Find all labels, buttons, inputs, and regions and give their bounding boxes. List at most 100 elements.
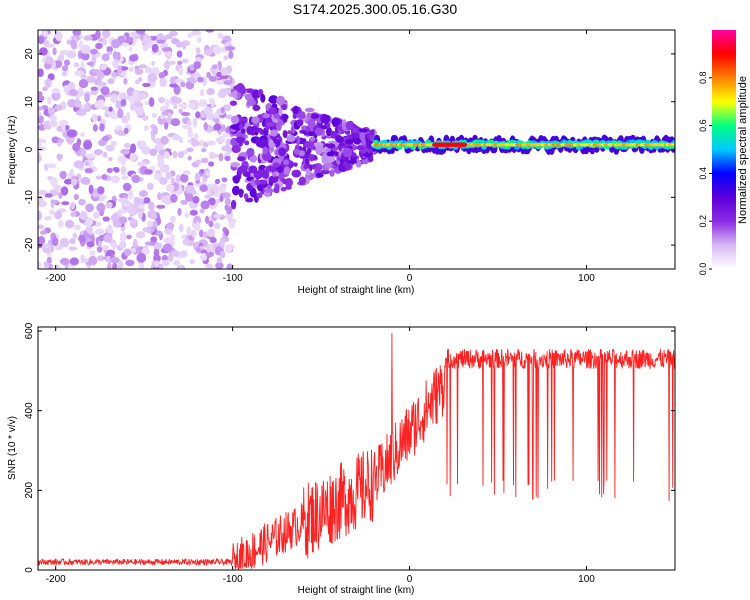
heatmap-blob-560	[149, 148, 158, 156]
heatmap-blob-1373	[246, 147, 255, 158]
heatmap-blob-765	[72, 232, 78, 239]
heatmap-blob-1032	[302, 146, 307, 152]
heatmap-blob-1387	[235, 136, 245, 144]
heatmap-blob-832	[218, 153, 224, 162]
heatmap-blob-52	[184, 212, 190, 218]
heatmap-blob-572	[51, 88, 61, 94]
snr-ytick-label-1: 200	[24, 482, 35, 499]
heatmap-blob-1374	[324, 162, 333, 169]
heatmap-blob-54	[157, 49, 162, 56]
heatmap-blob-1177	[268, 175, 279, 183]
heatmap-blob-40	[147, 182, 154, 191]
heatmap-blob-1207	[262, 112, 271, 119]
heatmap-blob-715	[74, 98, 81, 108]
heatmap-blob-735	[219, 250, 226, 259]
heatmap-blob-659	[126, 36, 134, 43]
heatmap-blob-680	[118, 216, 128, 224]
heatmap-blob-631	[191, 229, 197, 238]
heatmap-blob-376	[175, 174, 181, 183]
heatmap-blob-464	[86, 241, 95, 248]
heatmap-blob-41	[95, 42, 103, 50]
heatmap-blob-1135	[280, 187, 287, 192]
heatmap-blob-105	[38, 189, 48, 196]
colorbar	[712, 30, 736, 269]
snr-ytick-label-2: 400	[24, 402, 35, 419]
heatmap-blob-214	[79, 210, 88, 221]
heatmap-blob-1204	[331, 117, 341, 127]
heatmap-blob-1302	[267, 184, 272, 190]
heatmap-blob-786	[222, 192, 231, 199]
heatmap-blob-304	[207, 186, 211, 197]
heatmap-blob-368	[158, 72, 166, 79]
heatmap-blob-771	[129, 54, 138, 62]
heatmap-blob-827	[130, 143, 137, 154]
heatmap-blob-1329	[309, 136, 316, 142]
heatmap-blob-146	[92, 124, 98, 132]
heatmap-blob-862	[197, 76, 204, 83]
heatmap-blob-1402	[315, 144, 324, 155]
heatmap-blob-738	[42, 244, 51, 248]
heatmap-blob-420	[112, 59, 120, 68]
heatmap-blob-785	[128, 46, 133, 52]
heatmap-blob-354	[94, 221, 102, 227]
heatmap-blob-365	[178, 67, 184, 76]
heatmap-blob-199	[102, 216, 110, 222]
heatmap-blob-151	[57, 153, 62, 162]
heatmap-blob-896	[203, 122, 208, 131]
heatmap-blob-791	[220, 106, 225, 114]
heatmap-blob-788	[211, 64, 218, 70]
heatmap-blob-1419	[246, 126, 254, 135]
heatmap-blob-1405	[345, 163, 352, 170]
heatmap-blob-663	[215, 118, 220, 126]
heatmap-blob-701	[83, 103, 89, 110]
heatmap-blob-425	[38, 210, 43, 221]
heatmap-blob-258	[59, 257, 70, 266]
heatmap-blob-673	[119, 232, 127, 242]
heatmap-blob-1358	[250, 179, 257, 187]
heatmap-blob-868	[177, 60, 183, 65]
heatmap-blob-501	[51, 91, 61, 101]
heatmap-blob-575	[55, 31, 63, 42]
heatmap-blob-697	[69, 169, 74, 177]
heatmap-blob-495	[59, 50, 69, 55]
colorbar-ticks: 0.0 0.2 0.4 0.6 0.8	[698, 72, 712, 275]
heatmap-blob-1370	[248, 165, 258, 174]
heatmap-blob-1274	[258, 179, 268, 185]
heatmap-blob-307	[181, 234, 187, 239]
heatmap-blob-1253	[274, 139, 281, 148]
heatmap-blob-1252	[255, 137, 261, 145]
heatmap-blob-1395	[351, 132, 360, 139]
heatmap-blob-391	[112, 51, 118, 60]
heatmap-blob-410	[223, 80, 233, 86]
heatmap-blob-751	[80, 176, 91, 185]
heatmap-blob-892	[194, 133, 199, 141]
heatmap-blob-175	[69, 238, 76, 245]
heatmap-blob-225	[90, 48, 98, 55]
heatmap-blob-60	[222, 104, 232, 112]
heatmap-blob-898	[205, 113, 215, 120]
heatmap-blob-494	[182, 238, 191, 246]
heatmap-blob-525	[205, 215, 210, 224]
heatmap-blob-736	[117, 155, 127, 164]
heatmap-blob-1060	[256, 192, 263, 199]
heatmap-blob-1201	[258, 164, 267, 171]
snr-xlabel: Height of straight line (km)	[298, 585, 415, 596]
heatmap-blob-674	[123, 127, 129, 135]
heatmap-blob-505	[105, 144, 115, 152]
heatmap-blob-377	[139, 177, 144, 182]
heatmap-blob-1382	[272, 162, 280, 168]
heatmap-blob-549	[209, 204, 216, 210]
heatmap-blob-824	[84, 168, 93, 174]
heatmap-blob-650	[229, 220, 236, 229]
spectrogram-ytick-label-0: -20	[24, 237, 35, 252]
heatmap-blob-1390	[304, 141, 311, 148]
spectrogram-ytick-label-4: 20	[24, 48, 35, 60]
heatmap-blob-288	[123, 248, 132, 257]
heatmap-blob-386	[198, 100, 208, 107]
heatmap-blob-558	[164, 34, 173, 40]
heatmap-blob-653	[50, 177, 59, 187]
heatmap-blob-441	[215, 262, 224, 269]
heatmap-blob-787	[73, 160, 84, 169]
heatmap-blob-542	[219, 75, 229, 80]
heatmap-blob-866	[111, 71, 118, 78]
